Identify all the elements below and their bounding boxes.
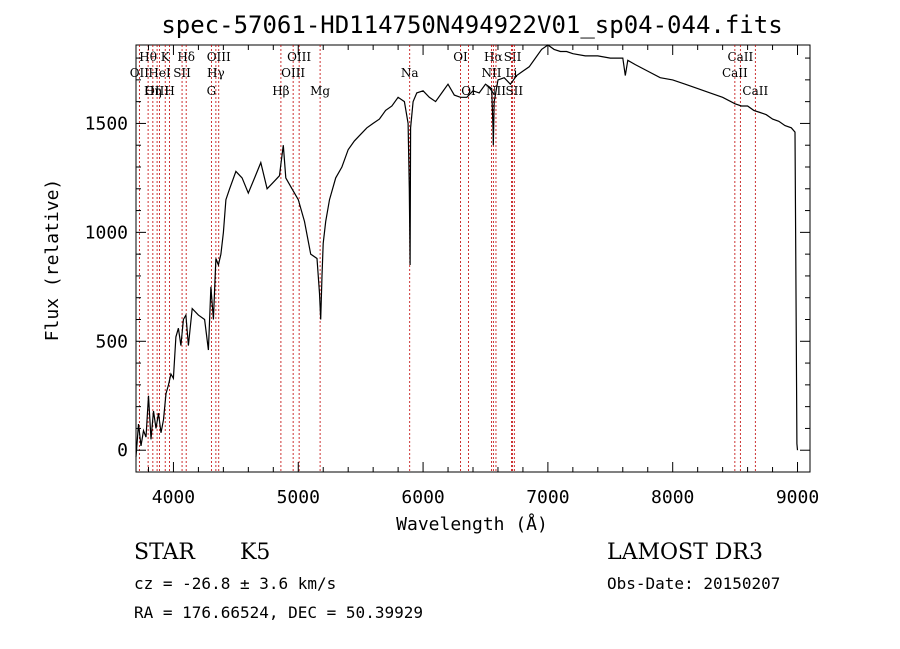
line-marker-label: SII	[504, 50, 522, 64]
x-tick-label: 4000	[152, 487, 195, 508]
redshift-text: cz = -26.8 ± 3.6 km/s	[134, 574, 336, 593]
line-marker-label: K	[161, 50, 171, 64]
line-marker-label: Hθ	[139, 50, 157, 64]
x-tick-label: 6000	[401, 487, 444, 508]
y-tick-label: 500	[95, 331, 128, 352]
x-tick-label: 5000	[277, 487, 320, 508]
line-marker-label: HeI	[148, 66, 171, 80]
x-tick-label: 9000	[776, 487, 819, 508]
axis-ticks: 4000 5000 6000 7000 8000 9000 0 500 1000 1500	[85, 45, 819, 508]
line-marker-label: OI	[461, 84, 476, 98]
line-marker-label: NII	[481, 66, 501, 80]
line-marker-label: OIII	[145, 84, 169, 98]
line-marker-label: OIII	[287, 50, 311, 64]
line-marker-label: OIII	[207, 50, 231, 64]
plot-frame	[135, 44, 811, 473]
line-marker-label: Na	[401, 66, 419, 80]
line-marker-label: CaII	[742, 84, 768, 98]
y-tick-label: 1000	[85, 222, 128, 243]
survey-name: LAMOST DR3	[607, 540, 763, 565]
line-marker-label: CaII	[722, 66, 748, 80]
line-marker-label: Hδ	[177, 50, 195, 64]
y-axis-label: Flux (relative)	[42, 179, 63, 342]
coords-text: RA = 176.66524, DEC = 50.39929	[134, 603, 423, 622]
line-marker-label: SII	[505, 84, 523, 98]
line-marker-label: H	[164, 84, 174, 98]
object-subclass: K5	[240, 540, 270, 565]
line-marker-label: Hγ	[207, 66, 225, 80]
line-marker-label: OIII	[281, 66, 305, 80]
line-marker-label: Hα	[484, 50, 503, 64]
line-marker-label: CaII	[727, 50, 753, 64]
line-marker-label: SII	[173, 66, 191, 80]
line-marker-label: Li	[506, 66, 518, 80]
obs-date-text: Obs-Date: 20150207	[607, 574, 780, 593]
line-marker-label: Mg	[310, 84, 330, 98]
chart-title: spec-57061-HD114750N494922V01_sp04-044.f…	[161, 11, 782, 39]
x-tick-label: 7000	[526, 487, 569, 508]
line-marker-label: G	[207, 84, 217, 98]
y-tick-label: 1500	[85, 113, 128, 134]
y-tick-label: 0	[117, 440, 128, 461]
line-markers: Hθ OII OIII K HeI Hη H Hδ SII OIII Hγ G Hβ OIII OIII Mg…	[130, 45, 768, 472]
object-class: STAR	[134, 540, 196, 565]
spectrum-line	[135, 44, 799, 457]
x-axis-label: Wavelength (Å)	[396, 513, 548, 535]
line-marker-label: OI	[453, 50, 468, 64]
line-marker-label: Hη	[144, 84, 162, 98]
x-tick-label: 8000	[651, 487, 694, 508]
line-marker-label: OII	[130, 66, 150, 80]
line-marker-label: Hβ	[272, 84, 289, 98]
